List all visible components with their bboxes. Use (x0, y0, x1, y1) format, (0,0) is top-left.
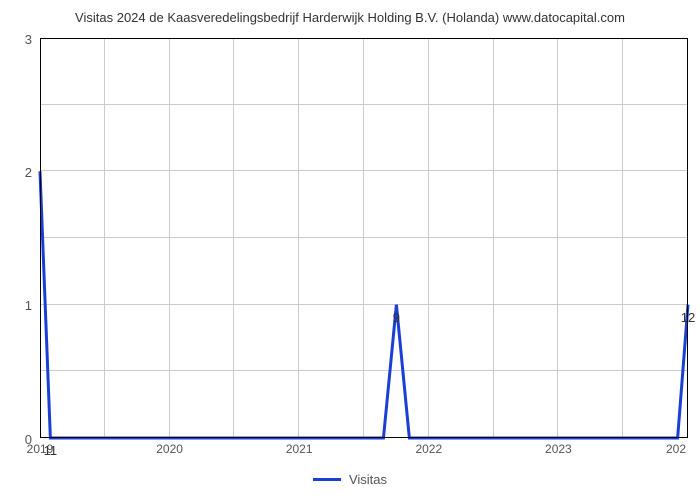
grid-cell (623, 38, 688, 105)
grid-cell (40, 171, 105, 238)
grid-cell (364, 371, 429, 438)
grid-cell (429, 171, 494, 238)
grid-cell (299, 38, 364, 105)
grid-cell (364, 38, 429, 105)
grid-cell (105, 105, 170, 172)
legend-label: Visitas (349, 472, 387, 487)
grid-cell (623, 171, 688, 238)
grid-cell (494, 171, 559, 238)
data-point-label: 9 (376, 310, 416, 325)
grid-cell (429, 238, 494, 305)
x-tick-label: 2021 (269, 442, 329, 456)
chart-title: Visitas 2024 de Kaasveredelingsbedrijf H… (0, 10, 700, 25)
grid-cell (299, 171, 364, 238)
grid-cell (170, 238, 235, 305)
x-tick-label: 2020 (140, 442, 200, 456)
grid-cell (40, 238, 105, 305)
grid-cell (105, 371, 170, 438)
grid-cell (494, 305, 559, 372)
grid-cell (364, 238, 429, 305)
grid-cell (40, 38, 105, 105)
chart-container: Visitas 2024 de Kaasveredelingsbedrijf H… (0, 0, 700, 500)
grid-cell (364, 171, 429, 238)
grid-cell (234, 305, 299, 372)
plot-area (40, 38, 688, 438)
grid-cell (299, 105, 364, 172)
grid-cell (234, 171, 299, 238)
data-point-label: 12 (668, 310, 700, 325)
y-tick-label: 3 (0, 32, 32, 47)
grid-cell (170, 371, 235, 438)
grid-cell (558, 171, 623, 238)
grid-cell (40, 371, 105, 438)
grid-cell (429, 305, 494, 372)
grid-cell (429, 371, 494, 438)
grid-cell (105, 38, 170, 105)
grid-cell (40, 105, 105, 172)
grid-cell (170, 171, 235, 238)
x-tick-label: 2022 (399, 442, 459, 456)
grid-cell (170, 305, 235, 372)
grid-cell (299, 238, 364, 305)
grid-cell (234, 38, 299, 105)
grid-cell (494, 371, 559, 438)
grid-cell (234, 371, 299, 438)
grid-cell (170, 105, 235, 172)
grid-cell (429, 105, 494, 172)
grid-cell (364, 105, 429, 172)
grid-cell (105, 238, 170, 305)
grid-cell (494, 238, 559, 305)
grid-cell (558, 105, 623, 172)
grid-cell (105, 305, 170, 372)
y-tick-label: 1 (0, 298, 32, 313)
grid-cell (558, 371, 623, 438)
grid-cell (558, 38, 623, 105)
grid-cell (623, 238, 688, 305)
grid-cell (494, 105, 559, 172)
x-tick-label: 202 (666, 442, 700, 456)
grid-cell (234, 105, 299, 172)
grid-cell (623, 371, 688, 438)
y-tick-label: 2 (0, 165, 32, 180)
grid-cell (558, 238, 623, 305)
grid-cell (234, 238, 299, 305)
grid-cell (494, 38, 559, 105)
grid-cell (429, 38, 494, 105)
grid-cell (299, 305, 364, 372)
grid-cell (299, 371, 364, 438)
legend-swatch (313, 478, 341, 481)
grid-cell (170, 38, 235, 105)
grid-cell (105, 171, 170, 238)
legend: Visitas (0, 472, 700, 487)
grid-cell (40, 305, 105, 372)
grid-cell (558, 305, 623, 372)
x-tick-label: 2023 (528, 442, 588, 456)
data-point-label: 11 (30, 443, 70, 458)
grid-cell (623, 105, 688, 172)
